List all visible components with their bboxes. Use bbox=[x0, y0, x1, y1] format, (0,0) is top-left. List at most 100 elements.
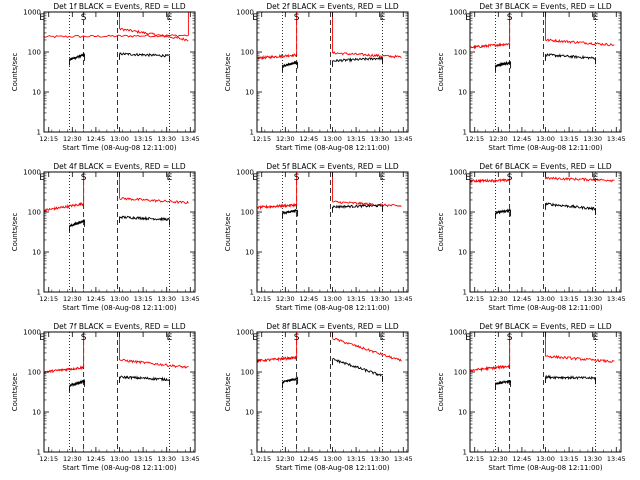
interval-marker-label: E bbox=[380, 333, 386, 343]
black-events-series-line bbox=[545, 374, 596, 381]
red-lld-series-line bbox=[469, 364, 511, 373]
x-tick-label: 13:00 bbox=[110, 455, 129, 463]
red-lld-series-line bbox=[119, 196, 189, 205]
black-events-series-line bbox=[282, 376, 299, 384]
red-lld-series-line bbox=[332, 50, 402, 59]
chart-title: Det 7f BLACK = Events, RED = LLD bbox=[53, 322, 186, 331]
interval-marker-label: E bbox=[380, 13, 386, 23]
x-tick-label: 12:15 bbox=[465, 295, 484, 303]
y-tick-label: 10 bbox=[245, 89, 254, 97]
chart-panel: Det 6f BLACK = Events, RED = LLD 1 10 100 10… bbox=[437, 162, 626, 312]
black-events-series-line bbox=[69, 218, 85, 227]
x-tick-label: 12:30 bbox=[63, 295, 82, 303]
x-tick-label: 13:15 bbox=[347, 455, 366, 463]
x-axis-label: Start Time (08-Aug-08 12:11:00) bbox=[62, 144, 176, 152]
x-axis-label: Start Time (08-Aug-08 12:11:00) bbox=[275, 304, 389, 312]
red-lld-series-line bbox=[545, 38, 615, 47]
x-tick-label: 13:45 bbox=[607, 295, 626, 303]
black-events-series-line bbox=[545, 202, 596, 212]
x-tick-label: 13:30 bbox=[583, 295, 602, 303]
y-tick-label: 1000 bbox=[236, 329, 254, 337]
interval-marker-label: S bbox=[294, 173, 300, 183]
black-events-series-line bbox=[119, 215, 170, 222]
y-tick-label: 10 bbox=[458, 89, 467, 97]
x-axis-label: Start Time (08-Aug-08 12:11:00) bbox=[275, 144, 389, 152]
y-tick-label: 1 bbox=[463, 129, 467, 137]
x-tick-label: 12:15 bbox=[465, 135, 484, 143]
x-axis-label: Start Time (08-Aug-08 12:11:00) bbox=[488, 464, 602, 472]
x-tick-label: 12:45 bbox=[513, 295, 532, 303]
y-tick-label: 100 bbox=[28, 209, 41, 217]
interval-marker-label: E bbox=[465, 13, 471, 23]
interval-marker-label: E bbox=[593, 13, 599, 23]
interval-marker-label: S bbox=[81, 333, 87, 343]
x-tick-label: 12:45 bbox=[300, 455, 319, 463]
x-tick-label: 12:30 bbox=[276, 135, 295, 143]
x-tick-label: 12:45 bbox=[87, 455, 106, 463]
x-tick-label: 12:30 bbox=[63, 455, 82, 463]
y-tick-label: 10 bbox=[245, 409, 254, 417]
chart-panel: Det 5f BLACK = Events, RED = LLD 1 10 100 10… bbox=[224, 162, 413, 312]
interval-marker-label: E bbox=[252, 173, 258, 183]
red-lld-series-line bbox=[545, 176, 615, 183]
x-tick-label: 12:45 bbox=[300, 295, 319, 303]
interval-marker-label: E bbox=[39, 13, 45, 23]
x-tick-label: 13:45 bbox=[607, 455, 626, 463]
y-tick-label: 10 bbox=[245, 249, 254, 257]
chart-title: Det 3f BLACK = Events, RED = LLD bbox=[479, 2, 612, 11]
chart-panel: Det 1f BLACK = Events, RED = LLD 1 10 100 10… bbox=[11, 2, 200, 152]
x-axis-label: Start Time (08-Aug-08 12:11:00) bbox=[275, 464, 389, 472]
x-tick-label: 13:15 bbox=[560, 295, 579, 303]
x-axis-label: Start Time (08-Aug-08 12:11:00) bbox=[62, 304, 176, 312]
chart-panel: Det 8f BLACK = Events, RED = LLD 1 10 100 10… bbox=[224, 322, 413, 472]
y-tick-label: 1 bbox=[463, 289, 467, 297]
y-tick-label: 100 bbox=[28, 369, 41, 377]
x-tick-label: 12:15 bbox=[252, 455, 271, 463]
y-axis-label: Counts/sec bbox=[224, 53, 232, 92]
x-tick-label: 13:15 bbox=[560, 135, 579, 143]
y-axis-label: Counts/sec bbox=[11, 213, 19, 252]
y-tick-label: 10 bbox=[458, 409, 467, 417]
interval-marker-label: S bbox=[81, 13, 87, 23]
black-events-series-line bbox=[119, 375, 170, 382]
x-tick-label: 13:45 bbox=[181, 135, 200, 143]
x-tick-label: 13:15 bbox=[134, 295, 153, 303]
interval-marker-label: E bbox=[167, 333, 173, 343]
y-axis-label: Counts/sec bbox=[437, 213, 445, 252]
x-tick-label: 13:45 bbox=[181, 455, 200, 463]
interval-marker-label: E bbox=[380, 173, 386, 183]
red-lld-series-line bbox=[43, 365, 84, 375]
interval-marker-label: S bbox=[294, 13, 300, 23]
y-tick-label: 1000 bbox=[23, 169, 41, 177]
x-axis-label: Start Time (08-Aug-08 12:11:00) bbox=[488, 144, 602, 152]
interval-marker-label: E bbox=[252, 13, 258, 23]
y-tick-label: 100 bbox=[241, 369, 254, 377]
chart-panel: Det 4f BLACK = Events, RED = LLD 1 10 100 10… bbox=[11, 162, 200, 312]
y-axis-label: Counts/sec bbox=[437, 373, 445, 412]
interval-marker-label: E bbox=[167, 173, 173, 183]
x-tick-label: 12:45 bbox=[513, 135, 532, 143]
y-tick-label: 1000 bbox=[449, 9, 467, 17]
x-tick-label: 12:15 bbox=[252, 295, 271, 303]
red-lld-series-line bbox=[332, 200, 402, 208]
x-tick-label: 12:45 bbox=[513, 455, 532, 463]
interval-marker-label: E bbox=[39, 173, 45, 183]
interval-marker-label: S bbox=[294, 333, 300, 343]
x-tick-label: 12:30 bbox=[489, 455, 508, 463]
red-lld-series-line bbox=[332, 337, 402, 362]
y-tick-label: 1 bbox=[37, 129, 41, 137]
red-lld-series-line bbox=[256, 355, 297, 364]
y-tick-label: 10 bbox=[32, 249, 41, 257]
x-tick-label: 12:15 bbox=[39, 455, 58, 463]
interval-marker-label: E bbox=[465, 333, 471, 343]
x-tick-label: 13:45 bbox=[394, 295, 413, 303]
y-tick-label: 100 bbox=[454, 369, 467, 377]
x-tick-label: 13:00 bbox=[323, 135, 342, 143]
x-tick-label: 12:30 bbox=[276, 455, 295, 463]
red-lld-series-line bbox=[469, 178, 511, 184]
black-events-series-line bbox=[495, 208, 512, 215]
x-tick-label: 13:30 bbox=[370, 295, 389, 303]
interval-marker-label: S bbox=[81, 173, 87, 183]
y-axis-label: Counts/sec bbox=[11, 53, 19, 92]
red-lld-series-line bbox=[256, 202, 297, 211]
